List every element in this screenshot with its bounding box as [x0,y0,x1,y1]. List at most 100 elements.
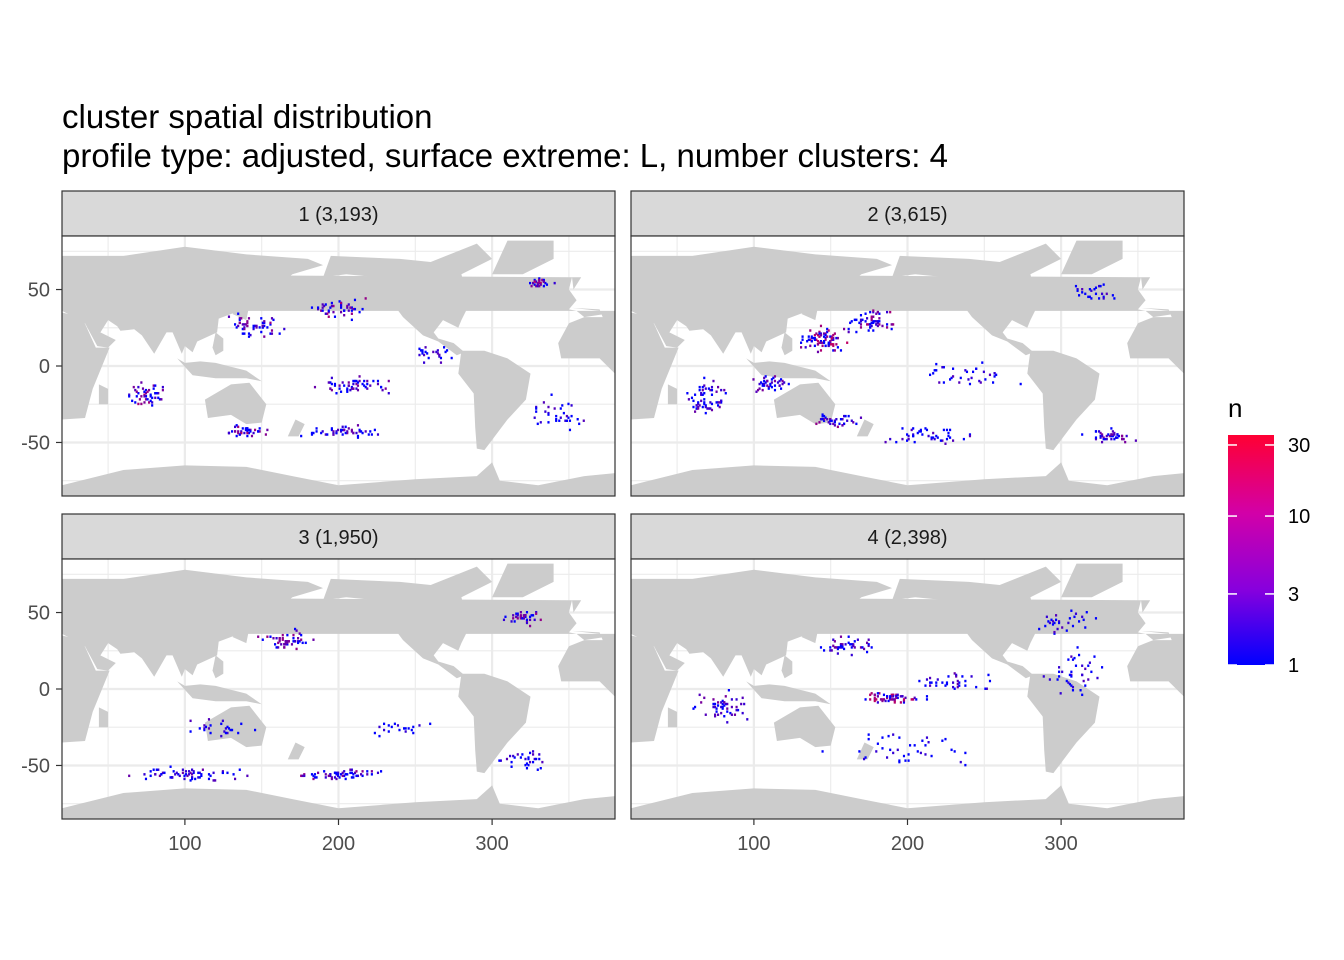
data-tile [542,278,545,282]
data-tile [350,768,353,771]
data-tile [827,421,830,424]
data-tile [366,382,369,386]
data-tile [421,350,424,354]
data-tile [212,771,215,775]
data-tile [942,366,945,369]
data-tile [172,770,175,773]
data-tile [524,615,527,619]
data-tile [515,612,518,615]
data-tile [444,350,447,354]
data-tile [297,640,300,643]
data-tile [533,280,536,283]
data-tile [324,312,327,315]
data-tile [703,402,706,406]
data-tile [760,381,763,384]
data-tile [895,696,898,700]
data-tile [312,774,315,778]
data-tile [893,699,896,703]
data-tile [366,770,369,773]
data-tile [816,340,820,343]
data-tile [358,379,361,383]
data-tile [343,428,346,432]
data-tile [250,434,254,438]
data-tile [252,431,255,435]
data-tile [770,381,773,384]
data-tile [303,774,306,778]
data-tile [704,387,707,390]
data-tile [241,427,244,430]
data-tile [925,698,929,701]
data-tile [967,378,970,381]
data-tile [439,356,443,360]
data-tile [704,411,707,415]
data-tile [1019,382,1022,386]
data-tile [698,693,701,697]
data-tile [533,278,536,282]
data-tile [287,640,290,643]
data-tile [269,635,272,638]
data-tile [226,731,229,735]
data-tile [237,431,240,435]
data-tile [823,332,826,335]
x-axis: 100 200 300 100 200 300 [168,819,1078,855]
data-tile [538,280,541,283]
data-tile [255,326,258,329]
data-tile [884,699,887,703]
data-tile [930,436,933,439]
data-tile [941,439,944,442]
data-tile [932,372,935,375]
data-tile [383,728,386,732]
data-tile [935,684,938,687]
data-tile [1068,682,1071,686]
data-tile [189,730,192,733]
data-tile [755,390,758,393]
x-tick-label: 200 [322,833,355,855]
data-tile [275,637,278,640]
data-tile [895,693,898,697]
data-tile [270,332,274,335]
data-tile [712,705,715,709]
data-tile [712,379,715,383]
data-tile [952,367,955,370]
data-tile [143,401,146,404]
data-tile [826,418,829,421]
data-tile [515,615,518,619]
data-tile [698,388,701,392]
data-tile [532,760,535,764]
data-tile [876,692,879,695]
data-tile [697,405,700,409]
data-tile [327,381,330,384]
data-tile [1096,676,1099,680]
data-tile [821,414,824,418]
data-tile [1113,297,1116,300]
data-tile [769,382,772,386]
data-tile [188,773,191,776]
data-tile [347,384,350,387]
data-tile [340,301,343,305]
data-tile [878,317,881,320]
data-tile [949,428,952,432]
data-tile [530,284,533,288]
data-tile [824,332,827,335]
data-tile [873,320,876,323]
data-tile [752,378,755,381]
data-tile [1090,289,1093,292]
data-tile [758,387,761,390]
data-tile [890,327,893,331]
data-tile [294,627,297,631]
data-tile [152,384,155,387]
data-tile [356,436,360,439]
data-tile [1071,685,1075,689]
data-tile [519,756,522,759]
data-tile [959,760,962,764]
data-tile [975,685,978,689]
data-tile [353,771,357,775]
data-tile [238,433,241,436]
data-tile [723,388,726,392]
data-tile [1070,673,1073,677]
legend-tick-label: 1 [1288,655,1299,677]
data-tile [764,381,767,384]
data-tile [327,315,330,318]
data-tile [516,753,519,756]
data-tile [933,437,936,441]
